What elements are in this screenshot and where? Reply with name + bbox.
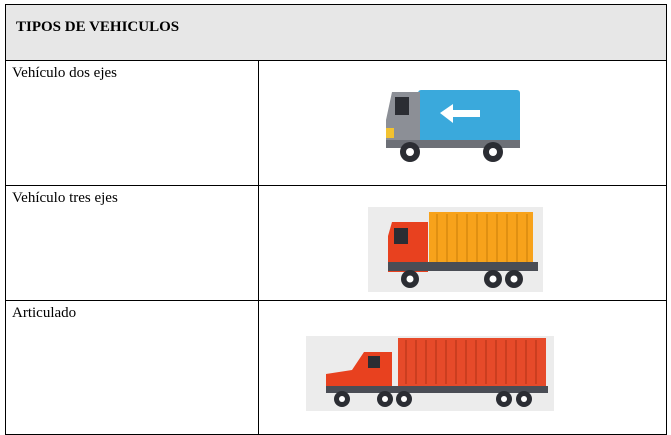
table-header: TIPOS DE VEHICULOS: [5, 4, 667, 61]
truck-three-axles: [368, 207, 543, 292]
truck-two-axles: [386, 90, 520, 162]
truck-articulated: [306, 336, 554, 411]
